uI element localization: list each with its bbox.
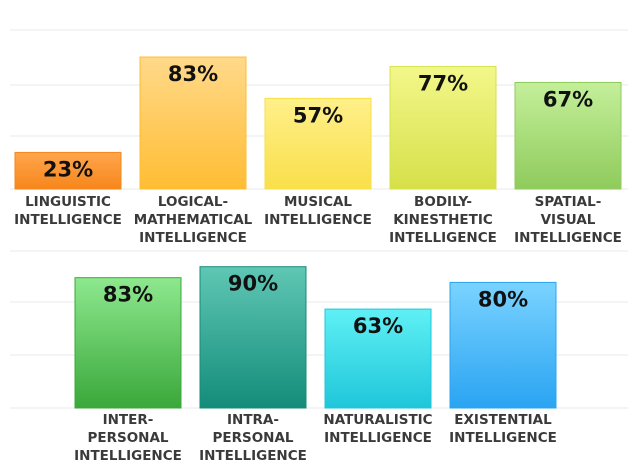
bar bbox=[514, 81, 622, 190]
category-label: LOGICAL-MATHEMATICAL INTELLIGENCE bbox=[134, 194, 253, 246]
bar bbox=[389, 66, 497, 190]
data-label: 57% bbox=[293, 103, 343, 127]
data-label: 67% bbox=[543, 87, 593, 111]
bar bbox=[199, 266, 307, 409]
data-label: 23% bbox=[43, 157, 93, 181]
bar bbox=[264, 97, 372, 190]
chart-panel-1: 23% LINGUISTIC INTELLIGENCE 83% LOGICAL-MATH… bbox=[10, 29, 628, 246]
category-label: INTRA-PERSONAL INTELLIGENCE bbox=[199, 412, 307, 464]
bar bbox=[139, 56, 247, 190]
chart-panel-2: 83% INTER-PERSONAL INTELLIGENCE 90% INTRA-PE… bbox=[10, 250, 628, 464]
data-label: 63% bbox=[353, 314, 403, 338]
category-label: SPATIAL-VISUAL INTELLIGENCE bbox=[514, 194, 622, 246]
category-label: MUSICAL INTELLIGENCE bbox=[264, 194, 372, 228]
category-label: EXISTENTIAL INTELLIGENCE bbox=[449, 412, 557, 446]
category-label: BODILY-KINESTHETIC INTELLIGENCE bbox=[389, 194, 497, 246]
data-label: 83% bbox=[103, 283, 153, 307]
category-label: INTER-PERSONAL INTELLIGENCE bbox=[74, 412, 182, 464]
bar bbox=[449, 281, 557, 409]
category-label: NATURALISTIC INTELLIGENCE bbox=[323, 412, 432, 446]
data-label: 83% bbox=[168, 62, 218, 86]
data-label: 77% bbox=[418, 72, 468, 96]
bar bbox=[324, 308, 432, 409]
data-label: 90% bbox=[228, 272, 278, 296]
bar bbox=[74, 277, 182, 409]
category-label: LINGUISTIC INTELLIGENCE bbox=[14, 194, 122, 228]
data-label: 80% bbox=[478, 287, 528, 311]
bar bbox=[14, 151, 122, 190]
